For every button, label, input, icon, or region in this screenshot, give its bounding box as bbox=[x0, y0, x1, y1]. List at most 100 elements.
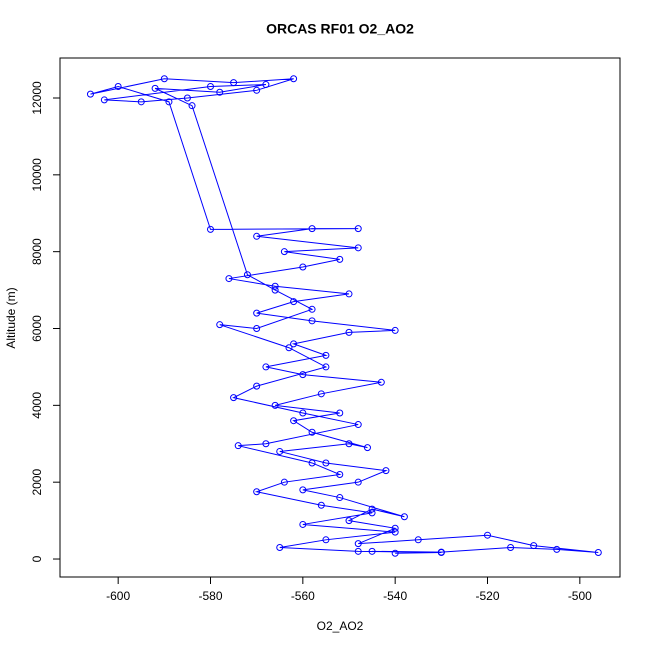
data-point bbox=[183, 94, 191, 102]
data-point bbox=[345, 440, 353, 448]
data-point bbox=[299, 263, 307, 271]
data-point bbox=[271, 286, 279, 294]
data-point bbox=[216, 321, 224, 329]
data-point bbox=[262, 81, 270, 89]
data-point bbox=[308, 305, 316, 313]
data-point bbox=[354, 478, 362, 486]
data-point bbox=[354, 244, 362, 252]
data-point bbox=[530, 542, 538, 550]
data-point bbox=[86, 90, 94, 98]
data-point bbox=[377, 378, 385, 386]
x-tick-label: -600 bbox=[106, 589, 130, 603]
x-tick-label: -520 bbox=[475, 589, 499, 603]
data-point bbox=[280, 478, 288, 486]
data-point bbox=[308, 225, 316, 233]
data-point bbox=[299, 371, 307, 379]
data-point bbox=[299, 409, 307, 417]
data-point bbox=[290, 298, 298, 306]
data-point bbox=[354, 225, 362, 233]
data-point bbox=[253, 232, 261, 240]
x-tick-label: -580 bbox=[198, 589, 222, 603]
data-point bbox=[290, 417, 298, 425]
data-point bbox=[336, 409, 344, 417]
data-point bbox=[285, 344, 293, 352]
data-point bbox=[391, 326, 399, 334]
x-tick-label: -560 bbox=[291, 589, 315, 603]
plot-frame bbox=[59, 57, 621, 578]
data-point bbox=[345, 328, 353, 336]
data-point bbox=[322, 536, 330, 544]
y-tick-label: 12000 bbox=[30, 81, 44, 115]
data-point bbox=[216, 88, 224, 96]
data-point bbox=[414, 536, 422, 544]
data-point bbox=[165, 98, 173, 106]
data-point bbox=[322, 459, 330, 467]
data-point bbox=[322, 351, 330, 359]
data-point bbox=[354, 421, 362, 429]
x-tick-label: -500 bbox=[568, 589, 592, 603]
data-point bbox=[207, 225, 215, 233]
data-point bbox=[234, 442, 242, 450]
data-line bbox=[90, 78, 599, 554]
data-point bbox=[100, 96, 108, 104]
data-point bbox=[230, 79, 238, 87]
data-point bbox=[317, 501, 325, 509]
data-point bbox=[207, 82, 215, 90]
data-point bbox=[308, 428, 316, 436]
data-point bbox=[262, 440, 270, 448]
data-point bbox=[299, 486, 307, 494]
data-point bbox=[271, 282, 279, 290]
data-point bbox=[280, 248, 288, 256]
data-point bbox=[336, 494, 344, 502]
y-tick-label: 6000 bbox=[30, 315, 44, 342]
data-point bbox=[317, 390, 325, 398]
data-point bbox=[262, 363, 270, 371]
data-point bbox=[437, 548, 445, 556]
data-point bbox=[368, 509, 376, 517]
data-point bbox=[253, 382, 261, 390]
data-point bbox=[368, 505, 376, 513]
data-point bbox=[308, 459, 316, 467]
data-point bbox=[114, 82, 122, 90]
data-point bbox=[382, 467, 390, 475]
data-point bbox=[354, 547, 362, 555]
data-point bbox=[345, 290, 353, 298]
y-tick-label: 8000 bbox=[30, 238, 44, 265]
data-point bbox=[553, 545, 561, 553]
data-point bbox=[276, 447, 284, 455]
data-point bbox=[363, 444, 371, 452]
data-point bbox=[253, 325, 261, 333]
data-point bbox=[137, 98, 145, 106]
data-point bbox=[391, 549, 399, 557]
data-point bbox=[271, 401, 279, 409]
data-point bbox=[299, 520, 307, 528]
data-point bbox=[400, 513, 408, 521]
data-point bbox=[290, 340, 298, 348]
data-point bbox=[594, 548, 602, 556]
data-point bbox=[253, 309, 261, 317]
data-point bbox=[253, 488, 261, 496]
data-point bbox=[308, 317, 316, 325]
data-point bbox=[354, 540, 362, 548]
data-point bbox=[336, 255, 344, 263]
data-point bbox=[336, 470, 344, 478]
y-tick-label: 0 bbox=[30, 555, 44, 562]
data-point bbox=[322, 363, 330, 371]
data-point bbox=[345, 517, 353, 525]
data-point bbox=[225, 275, 233, 283]
data-point bbox=[391, 524, 399, 532]
data-point bbox=[484, 531, 492, 539]
data-point bbox=[188, 102, 196, 110]
data-point bbox=[160, 75, 168, 83]
data-point bbox=[151, 84, 159, 92]
x-axis-label: O2_AO2 bbox=[317, 619, 364, 633]
y-tick-label: 2000 bbox=[30, 469, 44, 496]
data-point bbox=[391, 528, 399, 536]
data-point bbox=[230, 394, 238, 402]
data-point bbox=[243, 271, 251, 279]
x-tick-label: -540 bbox=[383, 589, 407, 603]
y-axis-label: Altitude (m) bbox=[4, 287, 18, 348]
chart-title: ORCAS RF01 O2_AO2 bbox=[266, 21, 414, 37]
